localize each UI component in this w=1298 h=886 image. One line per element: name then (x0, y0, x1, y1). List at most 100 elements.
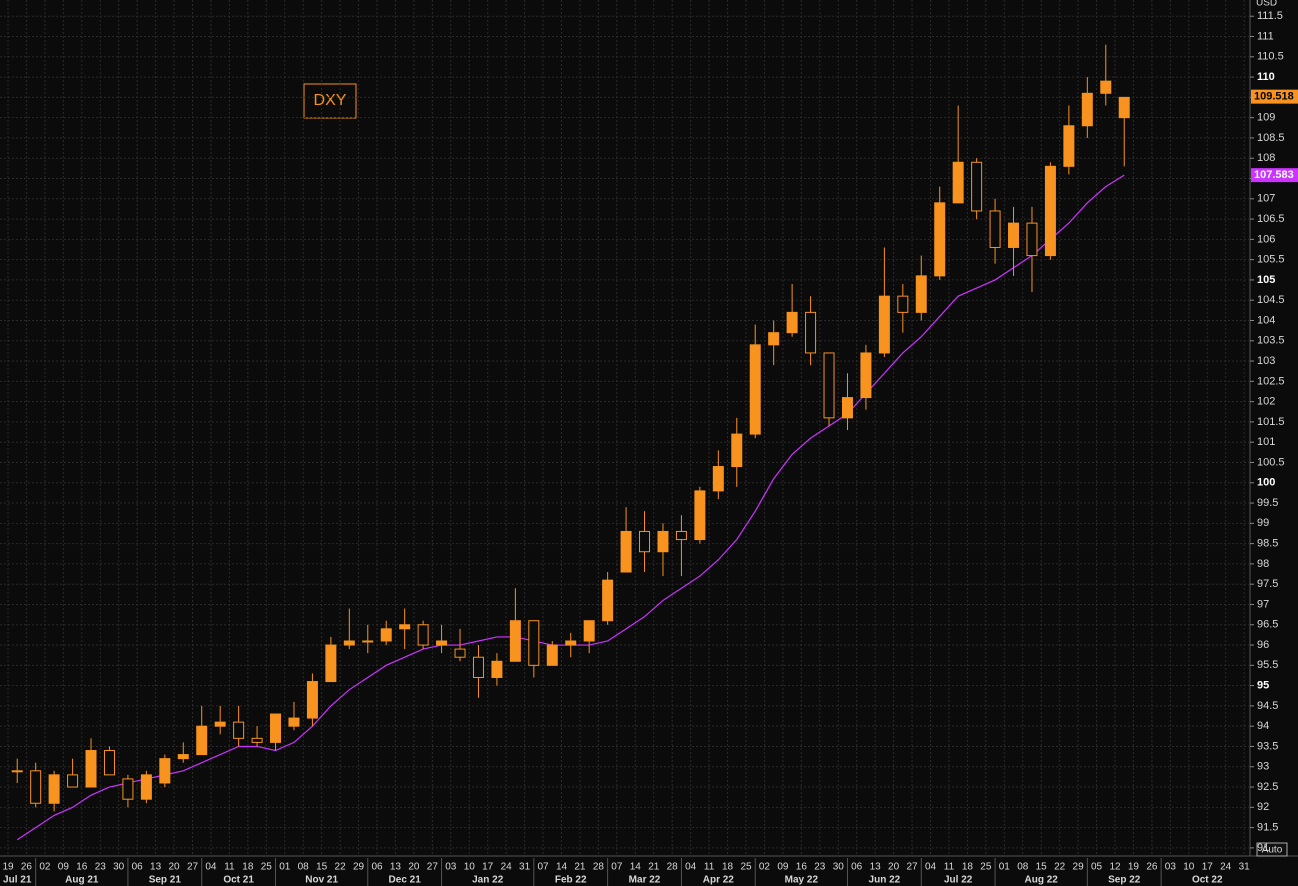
x-tick-label: 04 (925, 862, 937, 873)
x-tick-label: 16 (76, 862, 88, 873)
x-tick-label: 07 (537, 862, 549, 873)
x-tick-label: 14 (630, 862, 642, 873)
candle-body (251, 737, 263, 743)
candle-body (436, 640, 448, 646)
x-tick-label: 25 (261, 862, 273, 873)
x-tick-label: 04 (685, 862, 697, 873)
plot-area (0, 0, 1250, 856)
x-tick-label: 23 (814, 862, 826, 873)
x-tick-label: 24 (1220, 862, 1232, 873)
candle-body (11, 770, 23, 773)
x-tick-label: 10 (464, 862, 476, 873)
x-tick-label: 10 (1183, 862, 1195, 873)
x-tick-label: 13 (390, 862, 402, 873)
y-tick-label: 102 (1257, 396, 1275, 408)
x-tick-label: 07 (611, 862, 623, 873)
x-tick-label: 16 (796, 862, 808, 873)
candle-body (583, 620, 595, 642)
x-tick-label: 26 (1146, 862, 1158, 873)
x-tick-label: 22 (335, 862, 347, 873)
y-tick-label: 92.5 (1257, 781, 1278, 793)
x-tick-label: 09 (58, 862, 70, 873)
candle-body (1100, 80, 1112, 94)
x-tick-label: 15 (316, 862, 328, 873)
y-tick-label: 103.5 (1257, 335, 1285, 347)
candle-body (454, 648, 466, 658)
candle-body (860, 352, 872, 399)
x-tick-label: 02 (759, 862, 771, 873)
candle-body (971, 161, 983, 212)
candle-body (122, 778, 134, 800)
candle-body (878, 295, 890, 354)
month-label: Feb 22 (555, 875, 587, 886)
y-tick-label: 105.5 (1257, 254, 1285, 266)
candle-body (140, 774, 152, 800)
x-tick-label: 23 (95, 862, 107, 873)
x-tick-label: 03 (445, 862, 457, 873)
y-tick-label: 111.5 (1257, 10, 1283, 22)
candle-body (1008, 222, 1020, 248)
candle-body (1118, 96, 1130, 119)
month-label: Jan 22 (472, 875, 504, 886)
month-label: Nov 21 (305, 875, 338, 886)
y-tick-label: 96.5 (1257, 619, 1278, 631)
candle-body (306, 681, 318, 719)
candle-body (214, 721, 226, 727)
candle-body (325, 644, 337, 683)
candle-body (103, 750, 115, 776)
candle-body (657, 530, 669, 553)
x-tick-label: 18 (242, 862, 254, 873)
candle-body (1044, 165, 1056, 257)
candle-body (915, 275, 927, 313)
x-tick-label: 14 (556, 862, 568, 873)
x-tick-label: 19 (2, 862, 14, 873)
y-tick-label: 107 (1257, 193, 1275, 205)
y-tick-label: 106.5 (1257, 213, 1285, 225)
month-label: Sep 21 (149, 875, 182, 886)
auto-button[interactable] (1256, 842, 1288, 857)
x-tick-label: 25 (980, 862, 992, 873)
candle-body (1063, 125, 1075, 167)
y-tick-label: 98.5 (1257, 538, 1278, 550)
x-tick-label: 19 (1128, 862, 1140, 873)
last-value-label: 109.518 (1254, 91, 1294, 103)
x-tick-label: 28 (593, 862, 605, 873)
x-tick-label: 15 (1036, 862, 1048, 873)
candle-body (805, 311, 817, 354)
candle-body (952, 161, 964, 204)
y-tick-label: 94.5 (1257, 700, 1278, 712)
y-tick-label: 104 (1257, 314, 1275, 326)
month-label: Jul 22 (944, 875, 973, 886)
month-label: Jun 22 (869, 875, 901, 886)
x-tick-label: 18 (722, 862, 734, 873)
candle-body (602, 579, 614, 622)
y-tick-label: 101.5 (1257, 416, 1285, 428)
y-tick-label: 99 (1257, 517, 1269, 529)
y-tick-label: 110 (1257, 71, 1275, 83)
candle-body (362, 640, 374, 643)
month-label: Mar 22 (629, 875, 661, 886)
month-label: Oct 21 (223, 875, 254, 886)
auto-button-label[interactable]: Auto (1262, 845, 1283, 856)
candle-body (694, 490, 706, 541)
x-tick-label: 21 (574, 862, 586, 873)
candle-body (417, 624, 429, 646)
x-tick-label: 04 (205, 862, 217, 873)
x-tick-label: 11 (224, 862, 235, 873)
candle-body (48, 774, 60, 804)
x-tick-label: 17 (1202, 862, 1214, 873)
x-tick-label: 26 (21, 862, 33, 873)
candle-body (528, 620, 540, 666)
candle-body (67, 774, 79, 788)
candle-body (491, 660, 503, 678)
candle-body (1026, 222, 1038, 257)
month-label: Oct 22 (1192, 875, 1223, 886)
x-tick-label: 25 (740, 862, 752, 873)
y-tick-label: 99.5 (1257, 497, 1278, 509)
x-tick-label: 05 (1091, 862, 1103, 873)
x-tick-label: 11 (944, 862, 955, 873)
y-unit: USD (1256, 0, 1277, 9)
x-tick-label: 01 (279, 862, 291, 873)
x-tick-label: 30 (833, 862, 845, 873)
